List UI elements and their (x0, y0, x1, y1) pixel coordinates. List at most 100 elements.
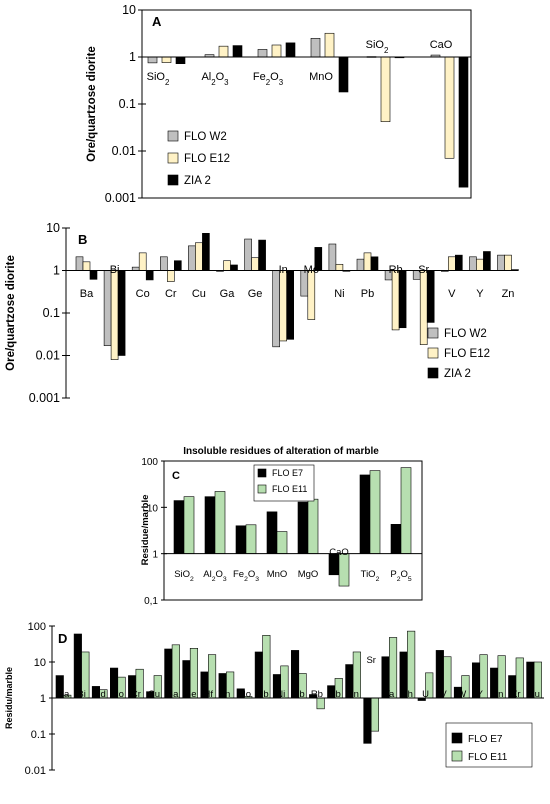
y-tick-label: 0,1 (144, 596, 158, 607)
category-label: Cu (192, 288, 206, 300)
category-label: P2O5 (390, 569, 412, 583)
y-tick-label: 100 (141, 457, 158, 468)
category-label-part: 2 (190, 576, 194, 583)
category-label: Pb (361, 288, 374, 300)
y-tick-label: 0.001 (29, 391, 60, 405)
category-label: Ba (58, 689, 70, 700)
category-label-part: Cr (131, 689, 141, 700)
category-label: Ta (384, 689, 395, 700)
category-label: CaO (329, 547, 349, 558)
plot-frame (163, 460, 423, 601)
bar-b-4-2 (202, 233, 210, 271)
category-label-part: Y (476, 288, 484, 300)
category-label: Th (402, 689, 413, 700)
legend-label: FLO E12 (184, 153, 230, 165)
bar-b-7-1 (279, 270, 288, 342)
bar-b-14-2 (483, 251, 491, 271)
category-label-part: Cr (165, 288, 177, 300)
legend-swatch (427, 367, 439, 379)
legend-label: FLO W2 (184, 131, 227, 143)
category-label: MnO (267, 569, 288, 580)
bar-a-1-2 (232, 45, 243, 58)
category-label: Sr (366, 655, 376, 666)
category-label-part: V (448, 288, 456, 300)
category-label-part: Ge (248, 288, 263, 300)
bar-b-3-2 (174, 260, 182, 271)
bar-a-2-1 (271, 44, 282, 58)
y-tick-label: 0.1 (119, 97, 136, 111)
category-label-part: Mo (238, 689, 251, 700)
category-label: U (422, 689, 429, 700)
bar-b-5-2 (230, 264, 238, 271)
category-label-part: Ni (334, 288, 344, 300)
category-label: In (222, 689, 230, 700)
bar-b-1-1 (110, 270, 119, 360)
category-label: Ni (334, 288, 344, 300)
legend-label: FLO E12 (444, 348, 490, 360)
category-label: Rb (311, 689, 323, 700)
legend-swatch (167, 130, 179, 142)
bar-c-4-1 (307, 498, 319, 554)
y-tick-label: 1 (53, 264, 60, 278)
category-label-part: 2 (266, 78, 270, 87)
category-label: MnO (309, 71, 333, 83)
category-label: SiO2 (174, 569, 194, 583)
category-label: CaO (430, 39, 453, 51)
y-tick-label: 1 (129, 50, 136, 64)
bar-b-10-2 (370, 256, 379, 271)
category-label: Ga (166, 689, 179, 700)
category-label-part: Zn (492, 689, 503, 700)
category-label: Ge (184, 689, 197, 700)
bar-b-1-0 (103, 270, 112, 347)
legend-label: FLO E11 (468, 752, 508, 763)
legend-swatch (451, 750, 463, 762)
bar-b-12-2 (426, 270, 435, 323)
category-label: Au (528, 689, 540, 700)
category-label-part: Ba (58, 689, 70, 700)
category-label: Bi (77, 689, 85, 700)
y-tick-label: 0.1 (43, 306, 60, 320)
category-label: Sn (347, 689, 359, 700)
bar-b-0-2 (89, 270, 98, 280)
category-label-part: 2 (165, 78, 169, 87)
category-label-part: O (400, 569, 407, 580)
category-label-part: Nb (257, 689, 269, 700)
y-tick-label: 0.01 (36, 349, 60, 363)
panel-letter: D (58, 631, 67, 646)
category-label: MgO (298, 569, 319, 580)
category-label-part: Cu (192, 288, 206, 300)
category-label-part: Sr (366, 655, 376, 666)
legend: FLO E7 FLO E11 (445, 722, 533, 768)
y-tick-label: 10 (122, 3, 136, 17)
bar-a-1-1 (218, 45, 229, 58)
legend-swatch (167, 174, 179, 186)
category-label-part: CaO (430, 39, 453, 51)
legend-swatch (427, 347, 439, 359)
y-tick-label: 1 (152, 550, 158, 561)
bar-b-4-0 (188, 245, 196, 271)
y-axis-label: Residue/marble (140, 495, 151, 566)
bar-b-3-1 (167, 270, 175, 282)
y-axis-label: Ore/quartzose diorite (5, 255, 17, 371)
panel-c: 0,1 1 10 100 Residue/marble Insoluble residue… (140, 446, 423, 607)
category-label: Zn (502, 288, 515, 300)
y-tick-label: 10 (46, 221, 60, 235)
legend-swatch (451, 732, 463, 744)
legend-label: FLO W2 (444, 328, 487, 340)
bar-d-19-1 (407, 630, 416, 699)
category-label-part: Co (112, 689, 124, 700)
category-label: SiO2 (147, 71, 170, 87)
y-tick-label: 0.001 (105, 191, 136, 205)
bar-a-0-1 (161, 56, 172, 63)
category-label: Mo (238, 689, 251, 700)
category-label: V (440, 689, 447, 700)
bar-c-7-0 (390, 524, 402, 554)
y-axis-label: Residu/marble (4, 667, 14, 729)
category-label-part: P (390, 569, 396, 580)
bar-b-7-2 (286, 270, 295, 340)
bar-a-3-0 (310, 37, 321, 58)
category-label: Al2O3 (201, 71, 229, 87)
category-label-part: 2 (211, 78, 215, 87)
